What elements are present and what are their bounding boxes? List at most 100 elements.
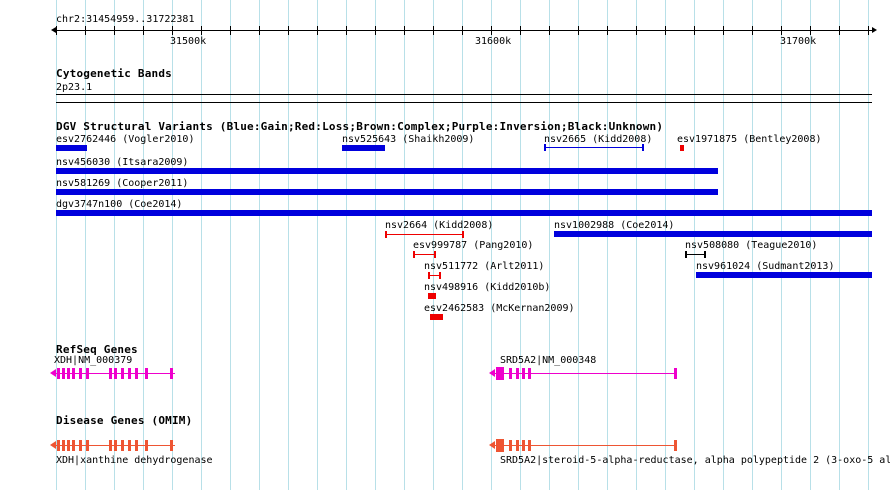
sv-feature-label[interactable]: esv2762446 (Vogler2010) <box>56 134 195 145</box>
gene-exon[interactable] <box>528 368 531 379</box>
sv-feature-bar[interactable] <box>696 272 872 278</box>
sv-feature-span[interactable] <box>413 251 436 258</box>
track-title-dgv-structural-variants: DGV Structural Variants (Blue:Gain;Red:L… <box>56 120 664 133</box>
gridline <box>230 0 231 490</box>
ruler-tick <box>752 26 753 35</box>
gene-exon[interactable] <box>67 440 70 451</box>
gene-exon[interactable] <box>86 368 89 379</box>
ruler-tick-label: 31600k <box>475 36 512 47</box>
gridline <box>462 0 463 490</box>
gene-exon[interactable] <box>121 440 124 451</box>
gene-exon[interactable] <box>516 440 519 451</box>
gene-exon[interactable] <box>109 440 112 451</box>
gene-exon[interactable] <box>86 440 89 451</box>
gene-exon[interactable] <box>145 440 148 451</box>
gene-exon[interactable] <box>135 368 138 379</box>
sv-span-cap-left <box>413 251 415 258</box>
sv-feature-label[interactable]: esv2462583 (McKernan2009) <box>424 303 575 314</box>
sv-span-stem <box>428 275 441 276</box>
sv-feature-span[interactable] <box>385 231 464 238</box>
omim-gene-label[interactable]: SRD5A2|steroid-5-alpha-reductase, alpha … <box>500 455 890 466</box>
omim-gene-label[interactable]: XDH|xanthine dehydrogenase <box>56 455 213 466</box>
sv-feature-span[interactable] <box>428 272 441 279</box>
gridline <box>839 0 840 490</box>
sv-feature-label[interactable]: nsv581269 (Cooper2011) <box>56 178 189 189</box>
refseq-gene-model[interactable] <box>50 366 175 382</box>
gene-exon[interactable] <box>145 368 148 379</box>
gene-exon[interactable] <box>128 368 131 379</box>
ruler-tick-label: 31500k <box>170 36 207 47</box>
gene-exon[interactable] <box>62 440 65 451</box>
gene-exon[interactable] <box>57 368 60 379</box>
sv-feature-label[interactable]: nsv508080 (Teague2010) <box>685 240 818 251</box>
sv-feature-bar[interactable] <box>56 168 718 174</box>
gene-exon[interactable] <box>114 440 117 451</box>
sv-feature-bar[interactable] <box>428 293 436 299</box>
sv-feature-label[interactable]: nsv2664 (Kidd2008) <box>385 220 494 231</box>
sv-feature-label[interactable]: nsv1002988 (Coe2014) <box>554 220 675 231</box>
sv-feature-bar[interactable] <box>342 145 385 151</box>
gene-exon[interactable] <box>170 440 173 451</box>
ruler-axis[interactable] <box>56 30 872 31</box>
gene-exon[interactable] <box>674 440 677 451</box>
ruler-right-arrow[interactable] <box>872 27 877 33</box>
gene-exon[interactable] <box>509 440 512 451</box>
refseq-gene-label[interactable]: XDH|NM_000379 <box>54 355 133 366</box>
omim-gene-model[interactable] <box>489 438 677 454</box>
sv-span-cap-left <box>428 272 430 279</box>
ruler-left-arrow[interactable] <box>51 27 56 33</box>
sv-feature-bar[interactable] <box>554 231 872 237</box>
sv-feature-label[interactable]: nsv525643 (Shaikh2009) <box>342 134 475 145</box>
cytoband-label[interactable]: 2p23.1 <box>56 82 93 93</box>
gene-exon[interactable] <box>496 439 504 452</box>
sv-feature-label[interactable]: nsv511772 (Arlt2011) <box>424 261 545 272</box>
gene-exon[interactable] <box>170 368 173 379</box>
gene-exon[interactable] <box>516 368 519 379</box>
sv-feature-span[interactable] <box>544 144 644 151</box>
ruler-tick <box>346 26 347 35</box>
refseq-gene-model[interactable] <box>489 366 677 382</box>
gene-exon[interactable] <box>121 368 124 379</box>
gridline <box>114 0 115 490</box>
gene-exon[interactable] <box>72 368 75 379</box>
sv-feature-label[interactable]: dgv3747n100 (Coe2014) <box>56 199 183 210</box>
gene-exon[interactable] <box>72 440 75 451</box>
gene-exon[interactable] <box>522 368 525 379</box>
sv-feature-bar[interactable] <box>680 145 684 151</box>
gene-exon[interactable] <box>109 368 112 379</box>
gridline <box>56 0 57 490</box>
gene-exon[interactable] <box>79 368 82 379</box>
sv-span-cap-right <box>434 251 436 258</box>
gene-exon[interactable] <box>114 368 117 379</box>
gene-exon[interactable] <box>528 440 531 451</box>
gene-exon[interactable] <box>674 368 677 379</box>
gridline <box>868 0 869 490</box>
sv-feature-label[interactable]: esv1971875 (Bentley2008) <box>677 134 822 145</box>
gene-exon[interactable] <box>79 440 82 451</box>
sv-feature-label[interactable]: esv999787 (Pang2010) <box>413 240 534 251</box>
gene-exon[interactable] <box>57 440 60 451</box>
gene-exon[interactable] <box>509 368 512 379</box>
sv-feature-label[interactable]: nsv961024 (Sudmant2013) <box>696 261 835 272</box>
gene-exon[interactable] <box>135 440 138 451</box>
gene-exon[interactable] <box>67 368 70 379</box>
cytoband-bar[interactable] <box>56 94 872 95</box>
sv-feature-span[interactable] <box>685 251 706 258</box>
sv-feature-label[interactable]: nsv456030 (Itsara2009) <box>56 157 189 168</box>
sv-feature-bar[interactable] <box>56 145 87 151</box>
gridline <box>346 0 347 490</box>
gridline <box>636 0 637 490</box>
gene-exon[interactable] <box>62 368 65 379</box>
sv-feature-label[interactable]: nsv2665 (Kidd2008) <box>544 134 653 145</box>
gridline <box>607 0 608 490</box>
sv-feature-label[interactable]: nsv498916 (Kidd2010b) <box>424 282 551 293</box>
gene-exon[interactable] <box>128 440 131 451</box>
sv-feature-bar[interactable] <box>56 210 872 216</box>
sv-feature-bar[interactable] <box>56 189 718 195</box>
gridline <box>578 0 579 490</box>
gene-exon[interactable] <box>496 367 504 380</box>
sv-feature-bar[interactable] <box>430 314 443 320</box>
gene-exon[interactable] <box>522 440 525 451</box>
refseq-gene-label[interactable]: SRD5A2|NM_000348 <box>500 355 597 366</box>
omim-gene-model[interactable] <box>50 438 175 454</box>
